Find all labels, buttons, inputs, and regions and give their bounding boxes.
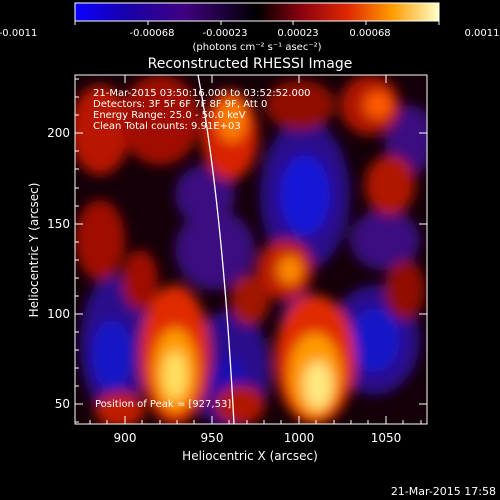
colorbar-units: (photons cm⁻² s⁻¹ asec⁻²) (192, 42, 321, 53)
info-line: Energy Range: 25.0 - 50.0 keV (93, 110, 246, 121)
colorbar (74, 2, 440, 22)
solar-limb-line (197, 75, 235, 424)
y-axis-label: Heliocentric Y (arcsec) (27, 183, 41, 318)
colorbar-tick-label: 0.00023 (277, 28, 318, 39)
y-tick-label: 150 (47, 217, 70, 231)
colorbar-tick-label: -0.00023 (203, 28, 248, 39)
y-axis-ticks (75, 78, 427, 423)
hxr-map (75, 75, 427, 424)
y-tick-label: 100 (47, 307, 70, 321)
colorbar-tick-label: 0.0011 (465, 28, 500, 39)
y-tick-label: 50 (55, 397, 70, 411)
x-axis-ticks (89, 75, 422, 424)
plot-frame (74, 74, 428, 425)
x-axis-label: Heliocentric X (arcsec) (182, 449, 318, 463)
info-line: Detectors: 3F 5F 6F 7F 8F 9F, Att 0 (93, 99, 267, 110)
colorbar-ticks (74, 21, 440, 25)
x-tick-label: 900 (114, 431, 137, 445)
colorbar-tick-label: 0.00068 (349, 28, 390, 39)
info-line: Clean Total counts: 9.91E+03 (93, 121, 241, 132)
y-tick-label: 200 (47, 126, 70, 140)
colorbar-tick-label: -0.00068 (130, 28, 175, 39)
x-tick-label: 950 (201, 431, 224, 445)
x-tick-label: 1000 (284, 431, 315, 445)
peak-position-label: Position of Peak = [927,53] (95, 399, 231, 410)
x-tick-label: 1050 (371, 431, 402, 445)
info-line: 21-Mar-2015 03:50:16.000 to 03:52:52.000 (93, 88, 311, 99)
footer-timestamp: 21-Mar-2015 17:58 (391, 485, 496, 498)
colorbar-tick-label: -0.0011 (0, 28, 37, 39)
image-title: Reconstructed RHESSI Image (148, 56, 353, 72)
